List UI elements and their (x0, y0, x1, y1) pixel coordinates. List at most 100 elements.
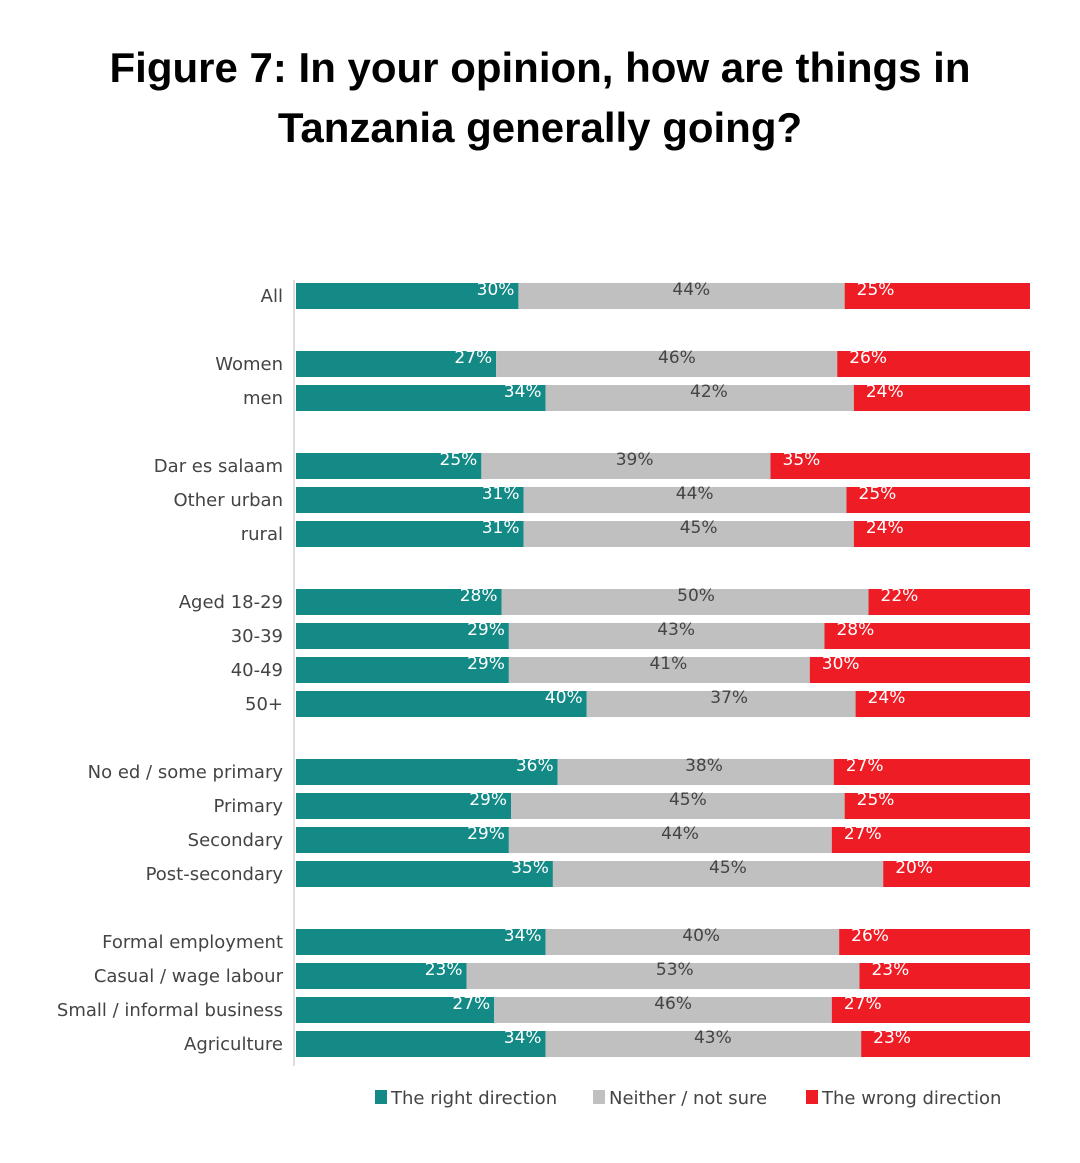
bar-segment-the-wrong-direction (846, 487, 1030, 513)
data-label: 45% (669, 790, 707, 810)
bar-segment-neither-not-sure (466, 963, 860, 989)
category-label: Agriculture (184, 1034, 283, 1055)
bar-segment-the-wrong-direction (868, 589, 1030, 615)
legend-item: Neither / not sure (593, 1088, 767, 1109)
bar-segment-the-right-direction (296, 283, 519, 309)
bar-segment-the-right-direction (296, 793, 512, 819)
bar-segment-neither-not-sure (518, 283, 845, 309)
data-label: 30% (477, 280, 515, 300)
data-label: 46% (658, 348, 696, 368)
bar-segment-the-wrong-direction (844, 793, 1030, 819)
bar-segment-neither-not-sure (508, 827, 832, 853)
bar-segment-neither-not-sure (501, 589, 869, 615)
bar-segment-the-wrong-direction (859, 963, 1030, 989)
bar-row: All 30% 44% 25% (261, 280, 1030, 309)
bar-segment-the-wrong-direction (861, 1031, 1030, 1057)
bar-segment-the-wrong-direction (833, 759, 1030, 785)
data-label: 43% (694, 1028, 732, 1048)
data-label: 23% (425, 960, 463, 980)
legend-item: The wrong direction (806, 1088, 1001, 1109)
bar-segment-neither-not-sure (511, 793, 845, 819)
category-label: 40-49 (231, 660, 283, 681)
bar-row: rural 31% 45% 24% (241, 518, 1030, 547)
data-label: 25% (857, 790, 895, 810)
data-label: 30% (822, 654, 860, 674)
legend-swatch (593, 1090, 605, 1104)
data-label: 28% (460, 586, 498, 606)
category-label: men (243, 388, 283, 409)
legend-label: Neither / not sure (609, 1088, 767, 1109)
data-label: 28% (836, 620, 874, 640)
legend-swatch (806, 1090, 818, 1104)
bar-row: 30-39 29% 43% 28% (231, 620, 1030, 649)
bar-row: Small / informal business 27% 46% 27% (57, 994, 1030, 1023)
bar-row: Other urban 31% 44% 25% (173, 484, 1030, 513)
data-label: 53% (656, 960, 694, 980)
data-label: 27% (844, 994, 882, 1014)
bar-segment-the-wrong-direction (770, 453, 1030, 479)
data-label: 29% (467, 824, 505, 844)
data-label: 46% (654, 994, 692, 1014)
bar-segment-the-right-direction (296, 487, 524, 513)
data-label: 34% (504, 926, 542, 946)
data-label: 39% (616, 450, 654, 470)
data-label: 25% (440, 450, 478, 470)
bar-row: Agriculture 34% 43% 23% (184, 1028, 1030, 1057)
data-label: 27% (452, 994, 490, 1014)
bar-segment-neither-not-sure (545, 385, 854, 411)
data-label: 44% (672, 280, 710, 300)
data-label: 24% (866, 518, 904, 538)
bar-row: Post-secondary 35% 45% 20% (146, 858, 1030, 887)
data-label: 20% (895, 858, 933, 878)
bar-segment-the-right-direction (296, 691, 587, 717)
data-label: 29% (469, 790, 507, 810)
bar-segment-neither-not-sure (494, 997, 832, 1023)
bar-row: Women 27% 46% 26% (215, 348, 1030, 377)
legend: The right direction Neither / not sure The… (375, 1088, 1001, 1109)
bar-segment-neither-not-sure (545, 1031, 862, 1057)
data-label: 31% (482, 518, 520, 538)
bar-segment-the-right-direction (296, 929, 546, 955)
data-label: 42% (690, 382, 728, 402)
bar-segment-the-wrong-direction (853, 385, 1030, 411)
data-label: 27% (846, 756, 884, 776)
data-label: 26% (849, 348, 887, 368)
bar-segment-neither-not-sure (496, 351, 838, 377)
data-label: 23% (871, 960, 909, 980)
category-label: Post-secondary (146, 864, 284, 885)
bar-segment-the-wrong-direction (839, 929, 1030, 955)
data-label: 40% (682, 926, 720, 946)
bar-segment-neither-not-sure (508, 657, 810, 683)
category-label: Secondary (188, 830, 284, 851)
bar-segment-the-right-direction (296, 861, 553, 887)
category-label: All (261, 286, 283, 307)
category-label: Dar es salaam (154, 456, 283, 477)
bar-segment-the-right-direction (296, 1031, 546, 1057)
bar-segment-the-right-direction (296, 521, 524, 547)
category-label: 50+ (245, 694, 283, 715)
bar-row: Formal employment 34% 40% 26% (102, 926, 1030, 955)
bar-row: Aged 18-29 28% 50% 22% (179, 586, 1030, 615)
data-label: 34% (504, 1028, 542, 1048)
data-label: 29% (467, 654, 505, 674)
bar-segment-the-right-direction (296, 963, 467, 989)
legend-label: The right direction (390, 1088, 557, 1109)
data-label: 23% (873, 1028, 911, 1048)
category-label: Primary (213, 796, 283, 817)
data-label: 34% (504, 382, 542, 402)
category-label: rural (241, 524, 283, 545)
bar-segment-the-right-direction (296, 657, 509, 683)
bar-segment-the-right-direction (296, 351, 497, 377)
data-label: 35% (783, 450, 821, 470)
data-label: 41% (649, 654, 687, 674)
data-label: 37% (710, 688, 748, 708)
bar-segment-the-wrong-direction (837, 351, 1030, 377)
data-label: 38% (685, 756, 723, 776)
data-label: 24% (866, 382, 904, 402)
legend-item: The right direction (375, 1088, 557, 1109)
category-label: No ed / some primary (88, 762, 284, 783)
bar-segment-neither-not-sure (481, 453, 771, 479)
data-label: 27% (844, 824, 882, 844)
bar-rows: All 30% 44% 25% Women 27% 46% 26% men 34% 42% 24% Da… (57, 280, 1030, 1057)
bar-segment-the-right-direction (296, 589, 502, 615)
